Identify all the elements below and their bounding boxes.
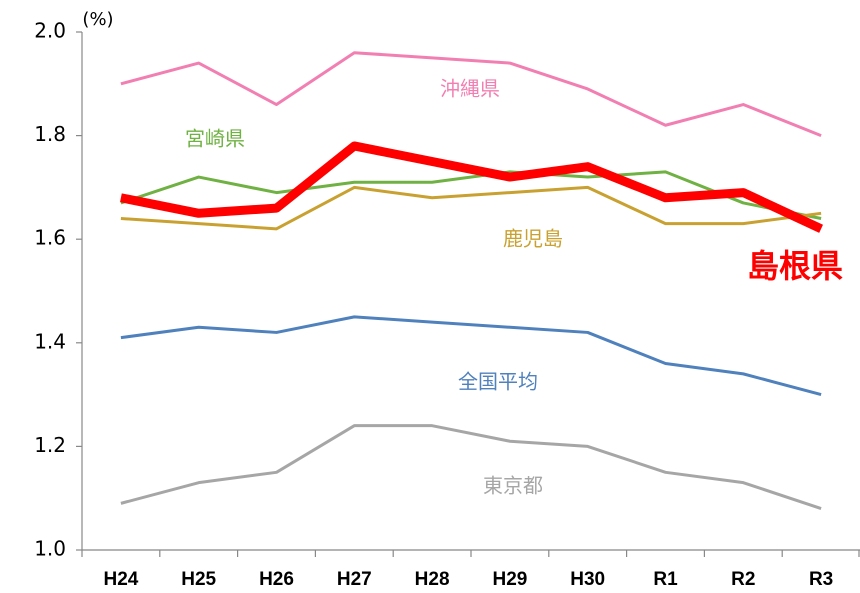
series-label: 宮崎県 bbox=[185, 127, 245, 151]
x-tick-label: H24 bbox=[103, 569, 138, 590]
y-unit: (%) bbox=[82, 9, 113, 30]
x-tick-label: H26 bbox=[259, 569, 294, 590]
series-line bbox=[120, 170, 822, 220]
x-tick-label: H30 bbox=[570, 569, 605, 590]
x-tick-label: R1 bbox=[653, 569, 678, 590]
y-tick-label: 1.0 bbox=[34, 537, 66, 561]
series-line bbox=[120, 185, 822, 231]
series-label: 沖縄県 bbox=[440, 77, 500, 101]
y-tick-label: 1.6 bbox=[34, 226, 66, 250]
series-line bbox=[120, 315, 822, 397]
x-tick-label: H27 bbox=[337, 569, 372, 590]
y-tick-label: 1.4 bbox=[34, 329, 66, 353]
series-label: 島根県 bbox=[747, 247, 843, 285]
x-tick-label: H25 bbox=[181, 569, 216, 590]
series-line bbox=[120, 51, 822, 137]
series-line bbox=[120, 424, 822, 510]
series-label: 全国平均 bbox=[458, 370, 538, 394]
y-tick-label: 1.2 bbox=[34, 433, 66, 457]
series-label: 鹿児島 bbox=[503, 227, 563, 251]
series-label: 東京都 bbox=[483, 474, 543, 498]
x-tick-label: H29 bbox=[492, 569, 527, 590]
x-tick-label: R2 bbox=[731, 569, 755, 590]
x-tick-label: R3 bbox=[809, 569, 833, 590]
y-tick-label: 1.8 bbox=[34, 122, 66, 146]
y-tick-label: 2.0 bbox=[34, 19, 66, 43]
x-tick-label: H28 bbox=[415, 569, 450, 590]
series-line bbox=[120, 141, 824, 233]
